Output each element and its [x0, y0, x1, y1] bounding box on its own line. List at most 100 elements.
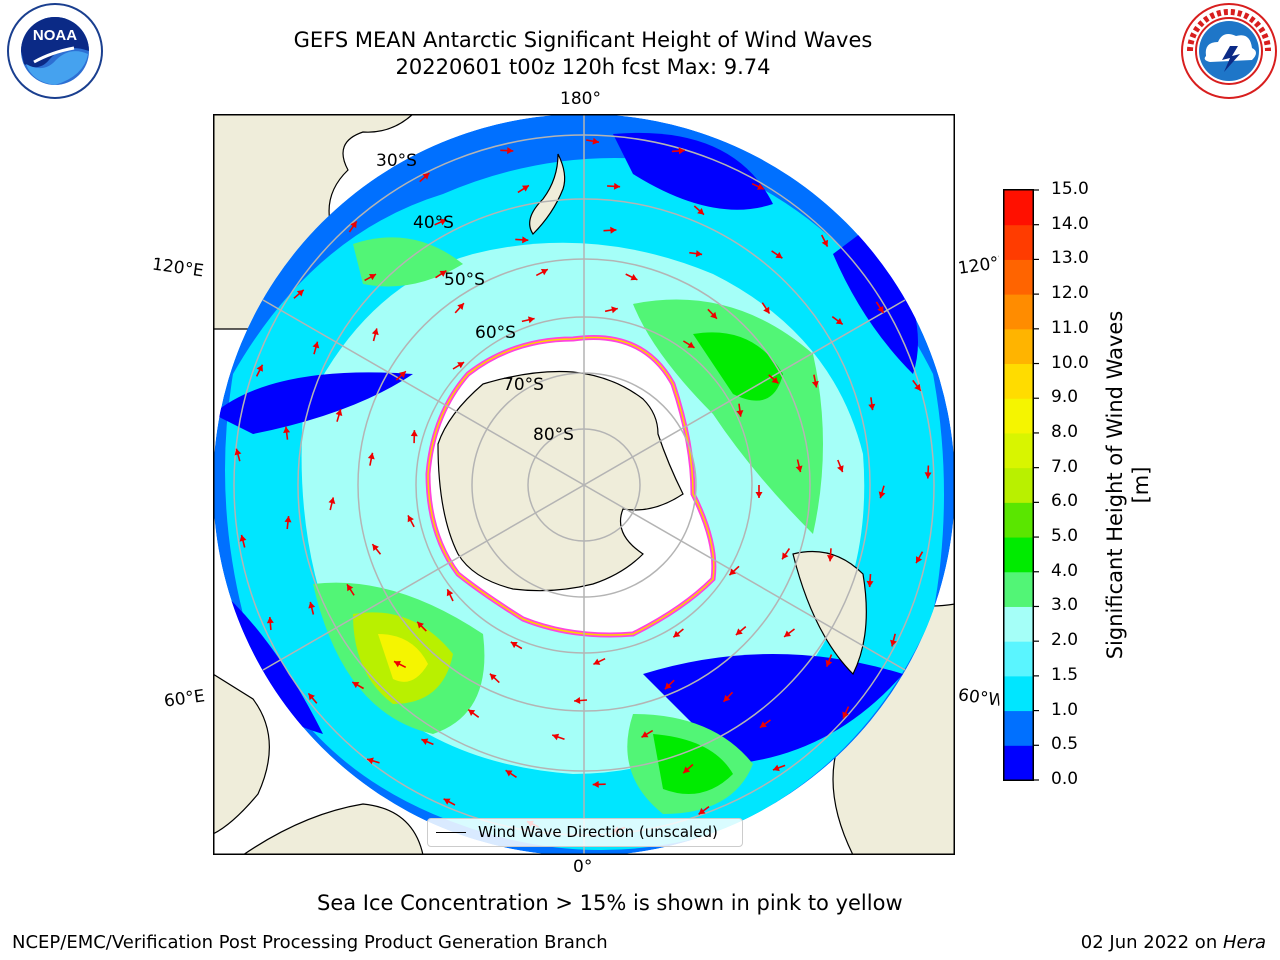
wind-vector-head: [540, 269, 548, 276]
wind-vector-head: [446, 589, 454, 597]
wind-vector-head: [697, 208, 704, 215]
footer-date-text: 02 Jun 2022 on: [1080, 932, 1223, 953]
colorbar-segment: [1004, 606, 1033, 642]
wind-vector-head: [735, 628, 743, 635]
footer-date: 02 Jun 2022 on Hera: [1081, 932, 1266, 953]
colorbar-segment: [1004, 398, 1033, 434]
colorbar: [1003, 189, 1039, 781]
colorbar-segment: [1004, 328, 1033, 365]
lat-label-50s: 50°S: [444, 270, 485, 290]
lon-label-120e: 120°E: [150, 254, 205, 282]
lon-label-180: 180°: [560, 89, 601, 109]
noaa-logo: NOAA: [7, 3, 103, 99]
wind-vector-head: [866, 580, 874, 588]
wind-vector-head: [592, 780, 599, 788]
colorbar-tick-label: 4.0: [1051, 560, 1079, 581]
wind-vector-head: [266, 617, 274, 624]
svg-text:NOAA: NOAA: [33, 27, 77, 44]
colorbar-tick-label: 8.0: [1051, 421, 1079, 442]
wind-vector-head: [827, 555, 834, 562]
wind-vector-head: [825, 659, 833, 667]
wind-vector-head: [664, 682, 672, 690]
wind-vector-head: [759, 721, 767, 728]
colorbar-title: Significant Height of Wind Waves [m]: [1103, 310, 1153, 660]
wind-vector-head: [710, 311, 717, 319]
wind-vector-head: [407, 515, 414, 523]
wind-vector-head: [775, 251, 783, 259]
wind-vector-head: [510, 642, 518, 649]
lon-label-0: 0°: [573, 857, 593, 877]
wind-vector-head: [239, 534, 247, 542]
footer-machine: Hera: [1222, 932, 1266, 953]
wind-vector-head: [835, 318, 843, 325]
wind-vector-head: [877, 305, 884, 313]
colorbar-tick-label: 5.0: [1051, 526, 1079, 547]
lat-label-30s: 30°S: [376, 151, 417, 171]
wind-vector-head: [350, 221, 357, 229]
colorbar-tick-label: 10.0: [1051, 352, 1089, 373]
colorbar-segment: [1004, 537, 1033, 573]
wind-vector-head: [821, 239, 828, 247]
chart-title: GEFS MEAN Antarctic Significant Height o…: [293, 28, 873, 52]
wind-vector-head: [630, 274, 638, 281]
wind-vector-head: [522, 236, 529, 244]
wind-vector-head: [755, 492, 763, 498]
colorbar-segment: [1004, 745, 1033, 781]
wind-vector-head: [457, 303, 464, 310]
wind-vector-head: [422, 173, 430, 180]
wind-vector-head: [811, 380, 819, 388]
colorbar-segment: [1004, 675, 1033, 712]
wind-vector-head: [782, 552, 789, 560]
wind-vector-head: [505, 770, 513, 777]
wind-vector-head: [723, 694, 731, 702]
wind-vector-head: [592, 137, 599, 145]
wind-vector-head: [678, 147, 685, 155]
wind-vector-head: [890, 639, 897, 647]
wind-vector-head: [673, 630, 681, 638]
wind-vector-head: [763, 306, 770, 314]
wind-vector-head: [687, 341, 695, 348]
nws-logo: [1181, 3, 1277, 99]
wind-vector-head: [308, 601, 316, 609]
wind-vector-head: [256, 364, 263, 372]
wind-vector-head: [367, 452, 375, 460]
wind-vector-head: [916, 556, 923, 564]
wind-vector-head: [371, 328, 379, 336]
wind-vector-head: [410, 430, 418, 437]
colorbar-segment: [1004, 363, 1033, 399]
wind-vector-head: [457, 362, 465, 369]
colorbar-segment: [1004, 467, 1033, 503]
wind-vector-head: [771, 376, 779, 384]
wind-vector-head: [842, 711, 849, 719]
colorbar-tick-label: 15.0: [1051, 179, 1089, 199]
colorbar-segment: [1004, 710, 1033, 746]
wind-vector-head: [729, 568, 737, 576]
wind-vector-head: [328, 497, 336, 504]
colorbar-segment: [1004, 190, 1033, 226]
wind-vector-head: [914, 383, 921, 391]
wind-vector-head: [417, 621, 424, 629]
legend-line-swatch: [436, 832, 466, 833]
colorbar-tick-label: 2.0: [1051, 630, 1079, 651]
wind-vector-head: [698, 807, 706, 815]
wind-vector-head: [757, 183, 764, 190]
wind-vector-head: [439, 270, 447, 277]
wind-vector-head: [234, 448, 242, 456]
wind-vector-head: [439, 218, 447, 226]
colorbar-tick-label: 1.0: [1051, 699, 1079, 720]
chart-subtitle: 20220601 t00z 120h fcst Max: 9.74: [395, 55, 771, 79]
wind-wave-vectors: [234, 137, 932, 833]
wind-vector-head: [284, 516, 292, 523]
colorbar-tick-label: 0.0: [1051, 769, 1079, 789]
map-legend: Wind Wave Direction (unscaled): [427, 818, 743, 847]
sea-ice-note: Sea Ice Concentration > 15% is shown in …: [317, 891, 903, 915]
lon-label-60e: 60°E: [162, 686, 207, 712]
wind-vector-head: [552, 733, 560, 741]
colorbar-tick-label: 13.0: [1051, 248, 1089, 269]
wind-vector-head: [372, 544, 379, 551]
wind-vector-head: [489, 673, 497, 681]
colorbar-tick-label: 12.0: [1051, 283, 1089, 304]
wind-vector-head: [312, 341, 320, 349]
antarctica: [437, 370, 684, 592]
footer-credit: NCEP/EMC/Verification Post Processing Pr…: [12, 932, 608, 953]
